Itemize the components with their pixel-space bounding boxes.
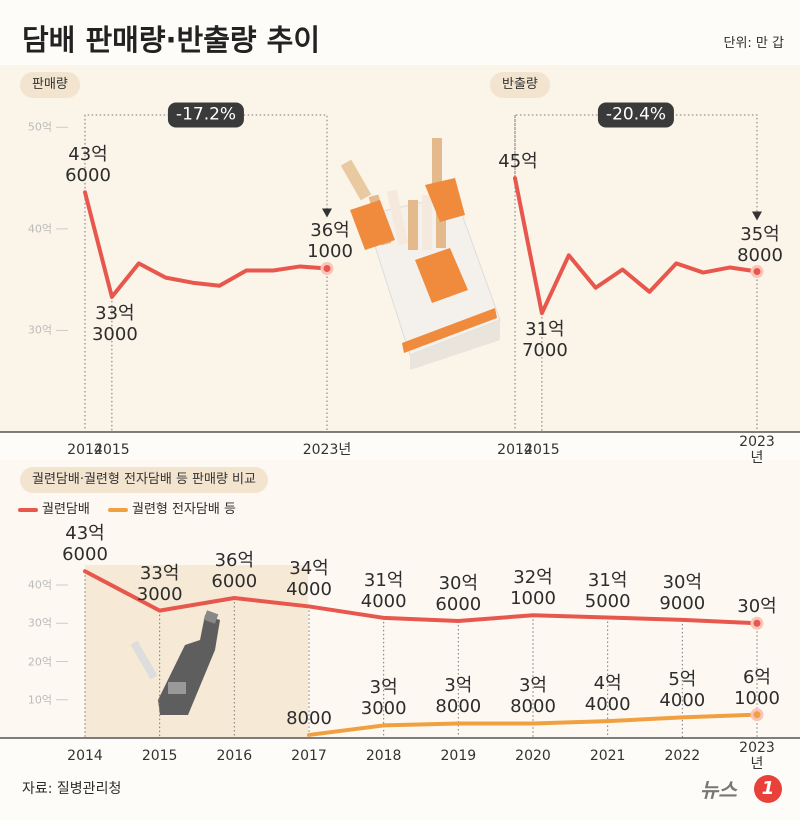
bracket bbox=[84, 114, 328, 209]
x-tick-label: 2019 bbox=[440, 748, 477, 764]
value-label: 32억 1000 bbox=[510, 567, 556, 610]
value-label: 35억 8000 bbox=[737, 223, 783, 266]
value-label: 30억 bbox=[737, 596, 777, 618]
y-tick-label: 50억 bbox=[27, 120, 52, 134]
value-label: 6억 1000 bbox=[734, 666, 780, 709]
x-tick-label: 2015 bbox=[141, 748, 178, 764]
change-label: -20.4% bbox=[597, 102, 675, 128]
x-tick-label: 2017 bbox=[291, 748, 327, 764]
arrow bbox=[752, 211, 762, 221]
value-label: 43억 6000 bbox=[62, 523, 108, 566]
value-label: 3억 8000 bbox=[510, 675, 556, 718]
data-line bbox=[83, 569, 759, 626]
x-tick-label: 2023년 bbox=[302, 442, 352, 458]
x-tick-label: 2018 bbox=[365, 748, 402, 764]
cigarette-pack bbox=[340, 138, 501, 370]
y-tick-label: 30억 bbox=[27, 616, 52, 630]
unit: 단위: 만 갑 bbox=[723, 36, 785, 51]
value-label: 36억 6000 bbox=[211, 550, 258, 593]
value-label: 30억 9000 bbox=[659, 571, 706, 614]
data-line bbox=[307, 712, 759, 737]
x-tick-label: 2022 bbox=[664, 748, 701, 764]
x-tick-label: 2023년 bbox=[739, 740, 775, 772]
value-label: 8000 bbox=[286, 707, 332, 729]
value-label: 31억 4000 bbox=[360, 569, 407, 612]
arrow bbox=[322, 208, 332, 218]
logo-text: 뉴스 bbox=[700, 778, 737, 802]
end-point bbox=[320, 261, 334, 275]
value-label: 31억 7000 bbox=[521, 319, 568, 362]
y-tick-label: 40억 bbox=[27, 222, 52, 236]
value-label: 33억 3000 bbox=[91, 302, 138, 345]
value-label: 30억 6000 bbox=[435, 572, 482, 615]
legend-label: 궐련형 전자담배 등 bbox=[132, 502, 236, 517]
section-title: 판매량 bbox=[20, 72, 80, 98]
value-label: 4억 4000 bbox=[584, 673, 631, 716]
value-label: 36억 1000 bbox=[307, 220, 353, 263]
x-tick-label: 2015 bbox=[524, 442, 560, 458]
end-point bbox=[750, 616, 764, 630]
y-tick-label: 40억 bbox=[27, 578, 52, 592]
value-label: 3억 8000 bbox=[435, 675, 482, 718]
section-title: 반출량 bbox=[490, 72, 550, 98]
value-label: 45억 bbox=[498, 151, 538, 173]
x-tick-label: 2014 bbox=[497, 442, 533, 458]
x-tick-label: 2014 bbox=[67, 442, 103, 458]
logo-mark: 1 bbox=[754, 775, 782, 803]
page-title: 담배 판매량·반출량 추이 bbox=[22, 23, 321, 57]
y-tick-label: 10억 bbox=[27, 693, 52, 707]
x-tick-label: 2023년 bbox=[739, 434, 775, 466]
value-label: 43억 6000 bbox=[65, 144, 111, 187]
end-point bbox=[750, 708, 764, 722]
x-tick-label: 2021 bbox=[589, 748, 626, 764]
data-line bbox=[513, 176, 759, 316]
value-label: 34억 4000 bbox=[286, 558, 332, 601]
e-cigarette bbox=[130, 610, 220, 715]
section-title: 궐련담배·궐련형 전자담배 등 판매량 비교 bbox=[20, 467, 268, 493]
x-tick-label: 2015 bbox=[94, 442, 130, 458]
data-line bbox=[83, 190, 329, 299]
y-tick-label: 20억 bbox=[27, 655, 52, 668]
value-label: 5억 4000 bbox=[659, 669, 706, 712]
source: 자료: 질병관리청 bbox=[22, 781, 122, 797]
value-label: 33억 3000 bbox=[136, 562, 183, 605]
x-tick-label: 2016 bbox=[216, 748, 253, 764]
change-label: -17.2% bbox=[167, 102, 245, 128]
legend-label: 궐련담배 bbox=[42, 502, 90, 517]
value-label: 31억 5000 bbox=[584, 569, 631, 612]
end-point bbox=[750, 265, 764, 279]
value-label: 3억 3000 bbox=[360, 677, 407, 720]
y-tick-label: 30억 bbox=[27, 323, 52, 337]
x-tick-label: 2014 bbox=[67, 748, 103, 764]
x-tick-label: 2020 bbox=[515, 748, 551, 764]
